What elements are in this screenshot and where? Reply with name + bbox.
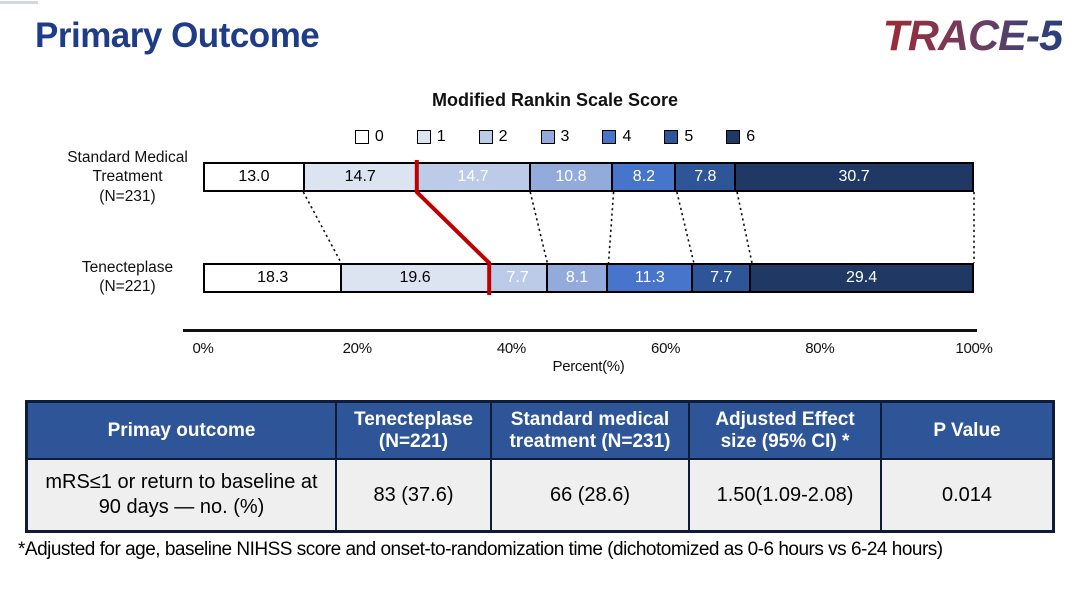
- series-name: Standard Medical Treatment: [67, 149, 188, 186]
- stacked-bar-tenecteplase: 18.3 19.6 7.7 8.1 11.3 7.7 29.4: [203, 263, 974, 293]
- legend-swatch: [416, 130, 431, 144]
- x-tick-60: 60%: [651, 340, 681, 357]
- table-cell-pvalue: 0.014: [882, 460, 1052, 530]
- bar-segment-mrs-1: 14.7: [304, 164, 418, 190]
- series-n: (N=221): [99, 278, 156, 296]
- primary-outcome-table: Primay outcome Tenecteplase (N=221) Stan…: [25, 400, 1055, 533]
- x-tick-20: 20%: [342, 340, 372, 357]
- bar-label-tenecteplase: Tenecteplase (N=221): [45, 258, 210, 297]
- bar-segment-mrs-2: 14.7: [417, 164, 531, 190]
- legend-label: 4: [622, 128, 632, 145]
- legend-item-mrs-4: 4: [602, 128, 631, 146]
- x-tick-80: 80%: [805, 340, 835, 357]
- dotted-connector-line: [607, 191, 615, 264]
- bar-label-standard-treatment: Standard Medical Treatment (N=231): [45, 148, 210, 206]
- legend-label: 3: [560, 128, 570, 145]
- legend-label: 5: [684, 128, 694, 145]
- legend-label: 1: [436, 128, 446, 145]
- trace5-logo: TRACE-5: [882, 12, 1063, 60]
- x-axis-label: Percent(%): [552, 358, 625, 375]
- x-tick-100: 100%: [955, 340, 993, 357]
- series-name: Tenecteplase: [81, 259, 174, 276]
- bar-segment-mrs-0: 13.0: [205, 164, 305, 190]
- bar-segment-mrs-0: 18.3: [205, 265, 343, 291]
- legend-swatch: [540, 130, 555, 144]
- table-cell-standard-treatment: 66 (28.6): [492, 460, 690, 530]
- legend-item-mrs-1: 1: [416, 128, 446, 146]
- legend-item-mrs-2: 2: [478, 128, 508, 146]
- legend-item-mrs-0: 0: [354, 128, 384, 146]
- dotted-connector-line: [676, 191, 695, 264]
- bar-segment-mrs-5: 7.7: [693, 265, 752, 291]
- x-axis-line: [183, 329, 977, 332]
- legend-item-mrs-5: 5: [664, 128, 693, 146]
- bar-segment-mrs-2: 7.7: [489, 265, 548, 291]
- bar-segment-mrs-6: 30.7: [736, 164, 972, 190]
- legend-item-mrs-3: 3: [540, 128, 570, 146]
- legend-label: 6: [746, 128, 756, 145]
- dotted-connector-line: [529, 191, 549, 264]
- chart-title: Modified Rankin Scale Score: [431, 90, 679, 110]
- table-header-tenecteplase: Tenecteplase (N=221): [337, 403, 492, 460]
- legend-swatch: [602, 130, 617, 144]
- bar-segment-mrs-4: 11.3: [608, 265, 694, 291]
- stacked-bar-standard-treatment: 13.0 14.7 14.7 10.8 8.2 7.8 30.7: [203, 162, 974, 192]
- table-header-effect-size: Adjusted Effect size (95% CI) *: [690, 403, 882, 460]
- bar-segment-mrs-4: 8.2: [613, 164, 677, 190]
- page-title: Primary Outcome: [35, 16, 320, 55]
- dotted-connector-line: [736, 191, 753, 264]
- bar-segment-mrs-1: 19.6: [342, 265, 490, 291]
- table-header-standard-treatment: Standard medical treatment (N=231): [492, 403, 690, 460]
- x-tick-0: 0%: [192, 340, 214, 357]
- table-header-pvalue: P Value: [882, 403, 1052, 460]
- legend-label: 0: [374, 128, 384, 145]
- legend-swatch: [664, 130, 679, 144]
- legend-label: 2: [498, 128, 508, 145]
- series-n: (N=231): [99, 187, 156, 205]
- table-cell-outcome: mRS≤1 or return to baseline at 90 days —…: [28, 460, 337, 530]
- legend-swatch: [478, 130, 493, 144]
- dotted-connector-line: [302, 191, 342, 264]
- bar-segment-mrs-3: 10.8: [530, 164, 614, 190]
- legend-item-mrs-6: 6: [726, 128, 755, 146]
- footnote: *Adjusted for age, baseline NIHSS score …: [18, 539, 943, 560]
- bar-segment-mrs-3: 8.1: [547, 265, 609, 291]
- bar-segment-mrs-6: 29.4: [751, 265, 972, 291]
- table-header-outcome: Primay outcome: [28, 403, 337, 460]
- table-cell-tenecteplase: 83 (37.6): [337, 460, 492, 530]
- table-cell-effect-size: 1.50(1.09-2.08): [690, 460, 882, 530]
- chart-legend: 0 1 2 3 4 5 6: [195, 128, 915, 146]
- x-tick-40: 40%: [496, 340, 526, 357]
- corner-decoration: [0, 1, 38, 4]
- legend-swatch: [354, 130, 369, 144]
- legend-swatch: [726, 130, 741, 144]
- bar-segment-mrs-5: 7.8: [676, 164, 737, 190]
